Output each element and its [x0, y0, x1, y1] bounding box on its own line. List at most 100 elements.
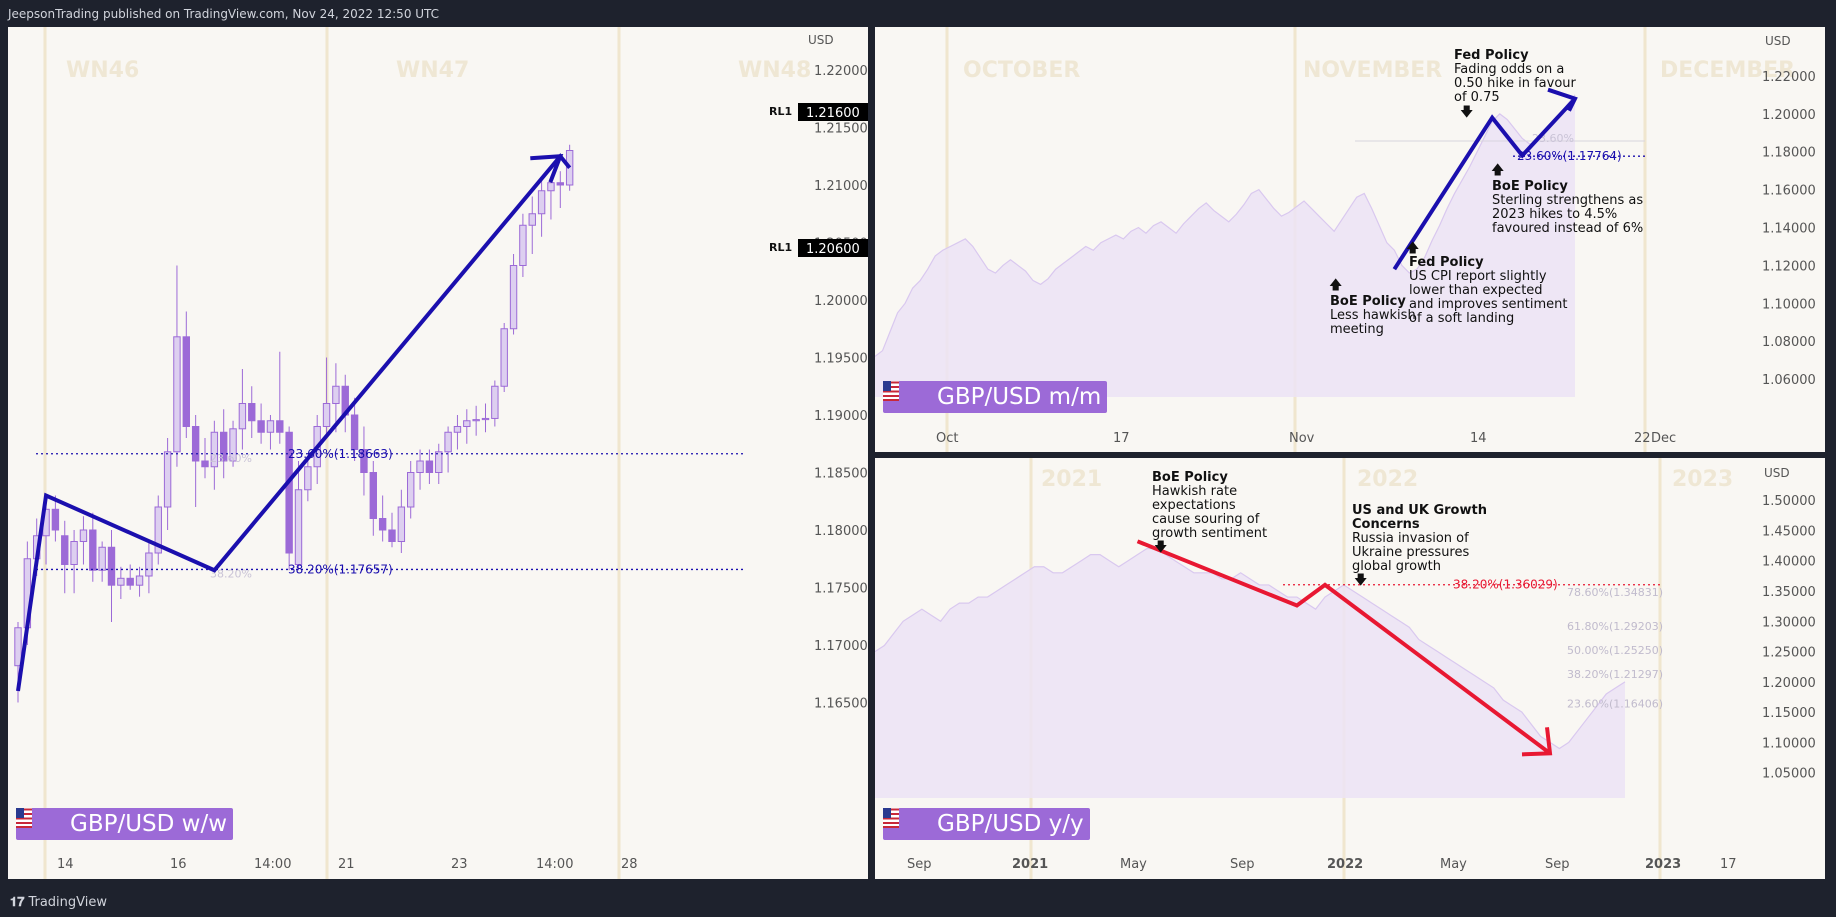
annotation-title: BoE Policy — [1492, 179, 1568, 194]
candle-body — [276, 420, 284, 433]
price-area-fill — [875, 94, 1575, 397]
x-axis-tick: 2023 — [1645, 857, 1681, 872]
fibonacci-level-label: 23.60%(1.18663) — [288, 447, 393, 461]
candle-body — [14, 627, 22, 667]
y-axis-tick: 1.30000 — [1762, 615, 1816, 630]
fibonacci-faint-label: 38.20% — [210, 567, 252, 580]
fibonacci-faint-label: 23.60% — [210, 452, 252, 465]
trend-arrowhead — [1521, 727, 1553, 757]
x-axis-tick: 28 — [621, 857, 638, 872]
candle-body — [107, 546, 116, 586]
candle-body — [332, 385, 340, 404]
candle-body — [500, 328, 508, 387]
annotation-line: Russia invasion of — [1352, 531, 1469, 546]
x-axis-tick: 16 — [170, 857, 187, 872]
y-axis-tick: 1.20000 — [1762, 108, 1816, 123]
x-axis-tick: 14:00 — [254, 857, 291, 872]
annotation-fed-policy-fading-odds: Fed Policy Fading odds on a 0.50 hike in… — [1454, 48, 1577, 120]
footer-brand[interactable]: TradingView — [28, 895, 108, 910]
trend-arrow — [16, 153, 572, 692]
fibonacci-faint-label: 50.00%(1.25250) — [1567, 644, 1663, 657]
x-axis-tick: 14 — [57, 857, 74, 872]
x-axis-tick: 17 — [1113, 431, 1130, 446]
annotation-boe-policy-less-hawkish: 🡅 BoE Policy Less hawkish meeting — [1329, 278, 1416, 337]
monthly-chart-panel[interactable]: OCTOBER NOVEMBER DECEMBER 23.60% 23.60%(1… — [875, 27, 1825, 452]
x-axis-tick: 2022 — [1327, 857, 1363, 872]
yearly-chart-svg[interactable]: 2021 2022 2023 38.20%(1.36029) 78.60%(1.3… — [875, 458, 1825, 879]
candle-body — [210, 431, 219, 468]
y-axis-tick: 1.14000 — [1762, 222, 1816, 237]
candle-body — [444, 431, 452, 453]
y-axis-tick: 1.25000 — [1762, 646, 1816, 661]
candle-body — [201, 460, 209, 468]
y-axis-tick: 1.17000 — [814, 639, 868, 654]
chart-tag-weekly: GBP/USD w/w — [16, 808, 234, 840]
fibonacci-faint-label: 38.20%(1.21297) — [1567, 668, 1663, 681]
candle-body — [463, 420, 471, 427]
tradingview-logo-icon[interactable]: 𝟏𝟕 — [10, 895, 25, 910]
down-arrow-icon: 🡇 — [1460, 105, 1473, 120]
y-axis-tick: 1.18000 — [814, 524, 868, 539]
annotation-line: lower than expected — [1409, 283, 1543, 298]
watermark-november: NOVEMBER — [1303, 58, 1442, 83]
y-axis-tick: 1.19000 — [814, 409, 868, 424]
weekly-chart-svg[interactable]: WN46 WN47 WN48 23.60% 23.60%(1.18663) 38.2… — [8, 27, 868, 879]
annotation-line: Hawkish rate — [1152, 484, 1237, 499]
y-axis-tick: 1.18500 — [814, 467, 868, 482]
candle-body — [369, 472, 378, 519]
annotation-line: Fading odds on a — [1454, 62, 1564, 77]
up-arrow-icon: 🡅 — [1406, 241, 1419, 256]
candle-body — [89, 529, 97, 571]
candle-body — [126, 577, 134, 586]
candle-body — [229, 428, 237, 462]
y-axis-tick: 1.50000 — [1762, 494, 1816, 509]
x-axis-tick: 17 — [1720, 857, 1737, 872]
us-flag-icon — [883, 381, 933, 406]
watermark-december: DECEMBER — [1660, 58, 1795, 83]
candle-body — [528, 213, 536, 226]
annotation-line: meeting — [1330, 322, 1384, 337]
price-area-fill — [875, 548, 1625, 798]
candle-body — [360, 449, 368, 473]
candle-body — [191, 426, 200, 462]
candle-body — [537, 190, 546, 215]
annotation-line: of 0.75 — [1454, 90, 1500, 105]
y-axis-tick: 1.05000 — [1762, 767, 1816, 782]
candle-body — [79, 529, 88, 542]
candle-body — [388, 529, 396, 542]
chart-tag-monthly-label: GBP/USD m/m — [937, 384, 1102, 410]
annotation-line: expectations — [1152, 498, 1236, 513]
monthly-chart-svg[interactable]: OCTOBER NOVEMBER DECEMBER 23.60%23.60%(1… — [875, 27, 1825, 452]
annotation-growth-concerns: US and UK Growth Concerns Russia invasio… — [1352, 503, 1487, 588]
y-axis-tick: 1.40000 — [1762, 555, 1816, 570]
rl1-value-top: 1.21600 — [806, 106, 860, 121]
y-axis-tick: 1.20000 — [814, 294, 868, 309]
trend-arrow — [1392, 97, 1577, 271]
yearly-chart-panel[interactable]: 2021 2022 2023 38.20%(1.36029) 78.60%(1.3… — [875, 458, 1825, 879]
candle-body — [453, 426, 462, 433]
candle-body — [547, 182, 555, 192]
candle-body — [163, 451, 172, 508]
x-axis-tick: Nov — [1289, 431, 1315, 446]
annotation-title-2: Concerns — [1352, 517, 1420, 532]
trend-arrow — [1136, 539, 1552, 755]
candle-body — [519, 224, 527, 266]
annotation-title: Fed Policy — [1409, 255, 1484, 270]
candle-body — [182, 336, 191, 427]
candle-body — [491, 385, 499, 419]
candle-body — [173, 336, 181, 453]
weekly-chart-panel[interactable]: WN46 WN47 WN48 23.60% 23.60%(1.18663) 38.2… — [8, 27, 868, 879]
annotation-line: 2023 hikes to 4.5% — [1492, 207, 1617, 222]
candle-body — [285, 431, 293, 554]
y-axis-tick: 1.10000 — [1762, 736, 1816, 751]
x-axis-tick: 22 — [1634, 431, 1651, 446]
candle-body — [416, 460, 424, 473]
candle-body — [481, 417, 490, 421]
publisher-header: JeepsonTrading published on TradingView.… — [8, 7, 440, 21]
up-arrow-icon: 🡅 — [1491, 163, 1504, 178]
annotation-title: BoE Policy — [1330, 294, 1406, 309]
chart-tag-weekly-label: GBP/USD w/w — [70, 811, 228, 837]
x-axis-tick: May — [1440, 857, 1467, 872]
x-axis-tick: Sep — [907, 857, 932, 872]
annotation-line: Ukraine pressures — [1352, 545, 1469, 560]
